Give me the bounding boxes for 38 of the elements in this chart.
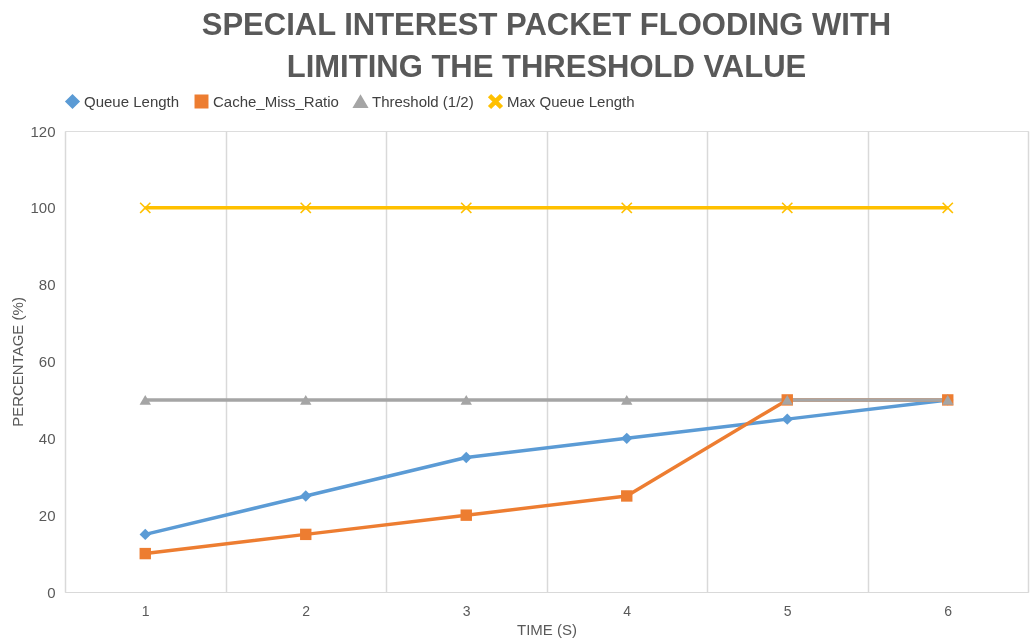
point bbox=[621, 490, 633, 502]
point bbox=[621, 202, 633, 214]
y-tick-label: 120 bbox=[30, 122, 56, 140]
point bbox=[139, 394, 151, 405]
point bbox=[139, 202, 151, 214]
y-tick-label: 60 bbox=[38, 353, 56, 370]
x-tick-label: 4 bbox=[623, 602, 632, 619]
y-tick-label: 80 bbox=[38, 276, 56, 294]
legend-label: Max Queue Length bbox=[507, 92, 635, 110]
point bbox=[460, 394, 472, 405]
x-tick-label: 3 bbox=[462, 602, 471, 619]
legend-label: Cache_Miss_Ratio bbox=[213, 92, 339, 110]
point bbox=[460, 202, 472, 214]
point bbox=[460, 509, 472, 521]
point bbox=[300, 490, 312, 502]
point bbox=[300, 394, 312, 405]
x-tick-label: 1 bbox=[141, 602, 150, 619]
point bbox=[139, 547, 151, 560]
y-tick-label: 20 bbox=[38, 506, 56, 524]
point bbox=[781, 202, 793, 214]
point bbox=[300, 528, 312, 541]
x-tick-label: 2 bbox=[302, 602, 311, 619]
point bbox=[942, 202, 954, 214]
legend-label: Threshold (1/2) bbox=[372, 92, 474, 110]
y-tick-label: 100 bbox=[30, 199, 56, 217]
legend-label: Queue Length bbox=[84, 92, 180, 110]
point bbox=[300, 202, 312, 214]
point bbox=[460, 451, 472, 464]
chart-title: SPECIAL INTEREST PACKET FLOODING WITH LIMITING THE THRESHOLD VALUE bbox=[201, 7, 892, 84]
x-axis-title: TIME (S) bbox=[517, 620, 577, 638]
point bbox=[621, 432, 633, 445]
x-tick-label: 5 bbox=[783, 602, 792, 619]
point bbox=[621, 394, 633, 405]
point bbox=[139, 528, 151, 541]
y-axis-title: PERCENTAGE (%) bbox=[9, 297, 27, 427]
y-tick-label: 0 bbox=[47, 583, 56, 601]
x-tick-label: 6 bbox=[944, 602, 953, 619]
y-tick-label: 40 bbox=[38, 429, 56, 447]
